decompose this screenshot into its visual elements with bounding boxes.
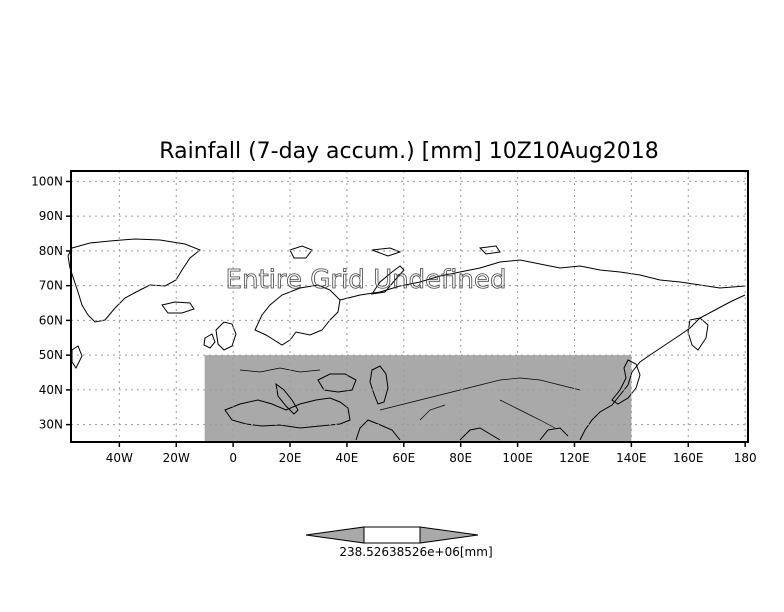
- lat-tick-label: 60N: [39, 313, 63, 327]
- colorbar-left-triangle: [305, 526, 365, 544]
- novaya-zemlya-outline: [370, 265, 405, 295]
- shaded-region: [204, 355, 632, 442]
- greenland-outline: [67, 238, 201, 323]
- lon-tick-label: 120E: [559, 451, 590, 465]
- colorbar-label: 238.52638526e+06[mm]: [339, 545, 492, 559]
- british-isles-outline: [215, 321, 237, 351]
- arabia-outline: [355, 419, 401, 441]
- map-frame: [70, 170, 749, 443]
- longitude-tick-labels: 40W 20W 0 20E 40E 60E 80E 100E 120E 140E 160E 180: [106, 451, 757, 465]
- lon-tick-label: 40W: [106, 451, 133, 465]
- mediterranean-outline: [224, 397, 351, 429]
- lon-tick-label: 60E: [392, 451, 415, 465]
- lon-tick-label: 180: [734, 451, 757, 465]
- south-asia-outline: [459, 427, 569, 441]
- north-coast-outline: [339, 259, 746, 301]
- lat-tick-label: 30N: [39, 418, 63, 432]
- lat-tick-label: 50N: [39, 348, 63, 362]
- small-islands-outline: [71, 345, 83, 369]
- graticule: [71, 171, 748, 442]
- lon-tick-label: 0: [229, 451, 237, 465]
- lat-tick-label: 100N: [31, 174, 63, 188]
- caspian-sea-outline: [369, 365, 389, 405]
- svalbard-outline: [289, 245, 313, 259]
- coastlines: [67, 238, 746, 441]
- black-sea-outline: [317, 373, 357, 393]
- colorbar-right-triangle: [419, 526, 479, 544]
- map-panel: 100N 90N 80N 70N 60N 50N 40N 30N 40W 20W 0 20E 40E 6…: [31, 170, 757, 465]
- iceland-outline: [161, 301, 195, 314]
- colorbar-middle-box: [363, 526, 421, 544]
- colorbar: 238.52638526e+06[mm]: [305, 526, 493, 559]
- kamchatka-outline: [687, 317, 709, 351]
- italy-outline: [275, 382, 299, 415]
- japan-outline: [611, 359, 641, 405]
- lon-tick-label: 20W: [163, 451, 190, 465]
- lon-tick-label: 160E: [673, 451, 704, 465]
- lat-tick-label: 70N: [39, 279, 63, 293]
- lat-tick-label: 40N: [39, 383, 63, 397]
- undefined-grid-label: Entire Grid Undefined: [226, 265, 507, 295]
- lon-tick-label: 40E: [335, 451, 358, 465]
- tick-marks: [66, 180, 746, 447]
- arctic-islands-outline: [371, 245, 501, 257]
- lat-tick-label: 80N: [39, 244, 63, 258]
- lon-tick-label: 100E: [502, 451, 533, 465]
- scandinavia-outline: [254, 284, 341, 346]
- latitude-tick-labels: 100N 90N 80N 70N 60N 50N 40N 30N: [31, 174, 63, 431]
- borders-outline: [239, 367, 581, 429]
- lon-tick-label: 140E: [616, 451, 647, 465]
- east-coast-outline: [579, 294, 746, 441]
- lon-tick-label: 20E: [279, 451, 302, 465]
- lat-tick-label: 90N: [39, 209, 63, 223]
- lon-tick-label: 80E: [449, 451, 472, 465]
- map-title: Rainfall (7-day accum.) [mm] 10Z10Aug201…: [159, 139, 658, 164]
- ireland-outline: [203, 333, 216, 349]
